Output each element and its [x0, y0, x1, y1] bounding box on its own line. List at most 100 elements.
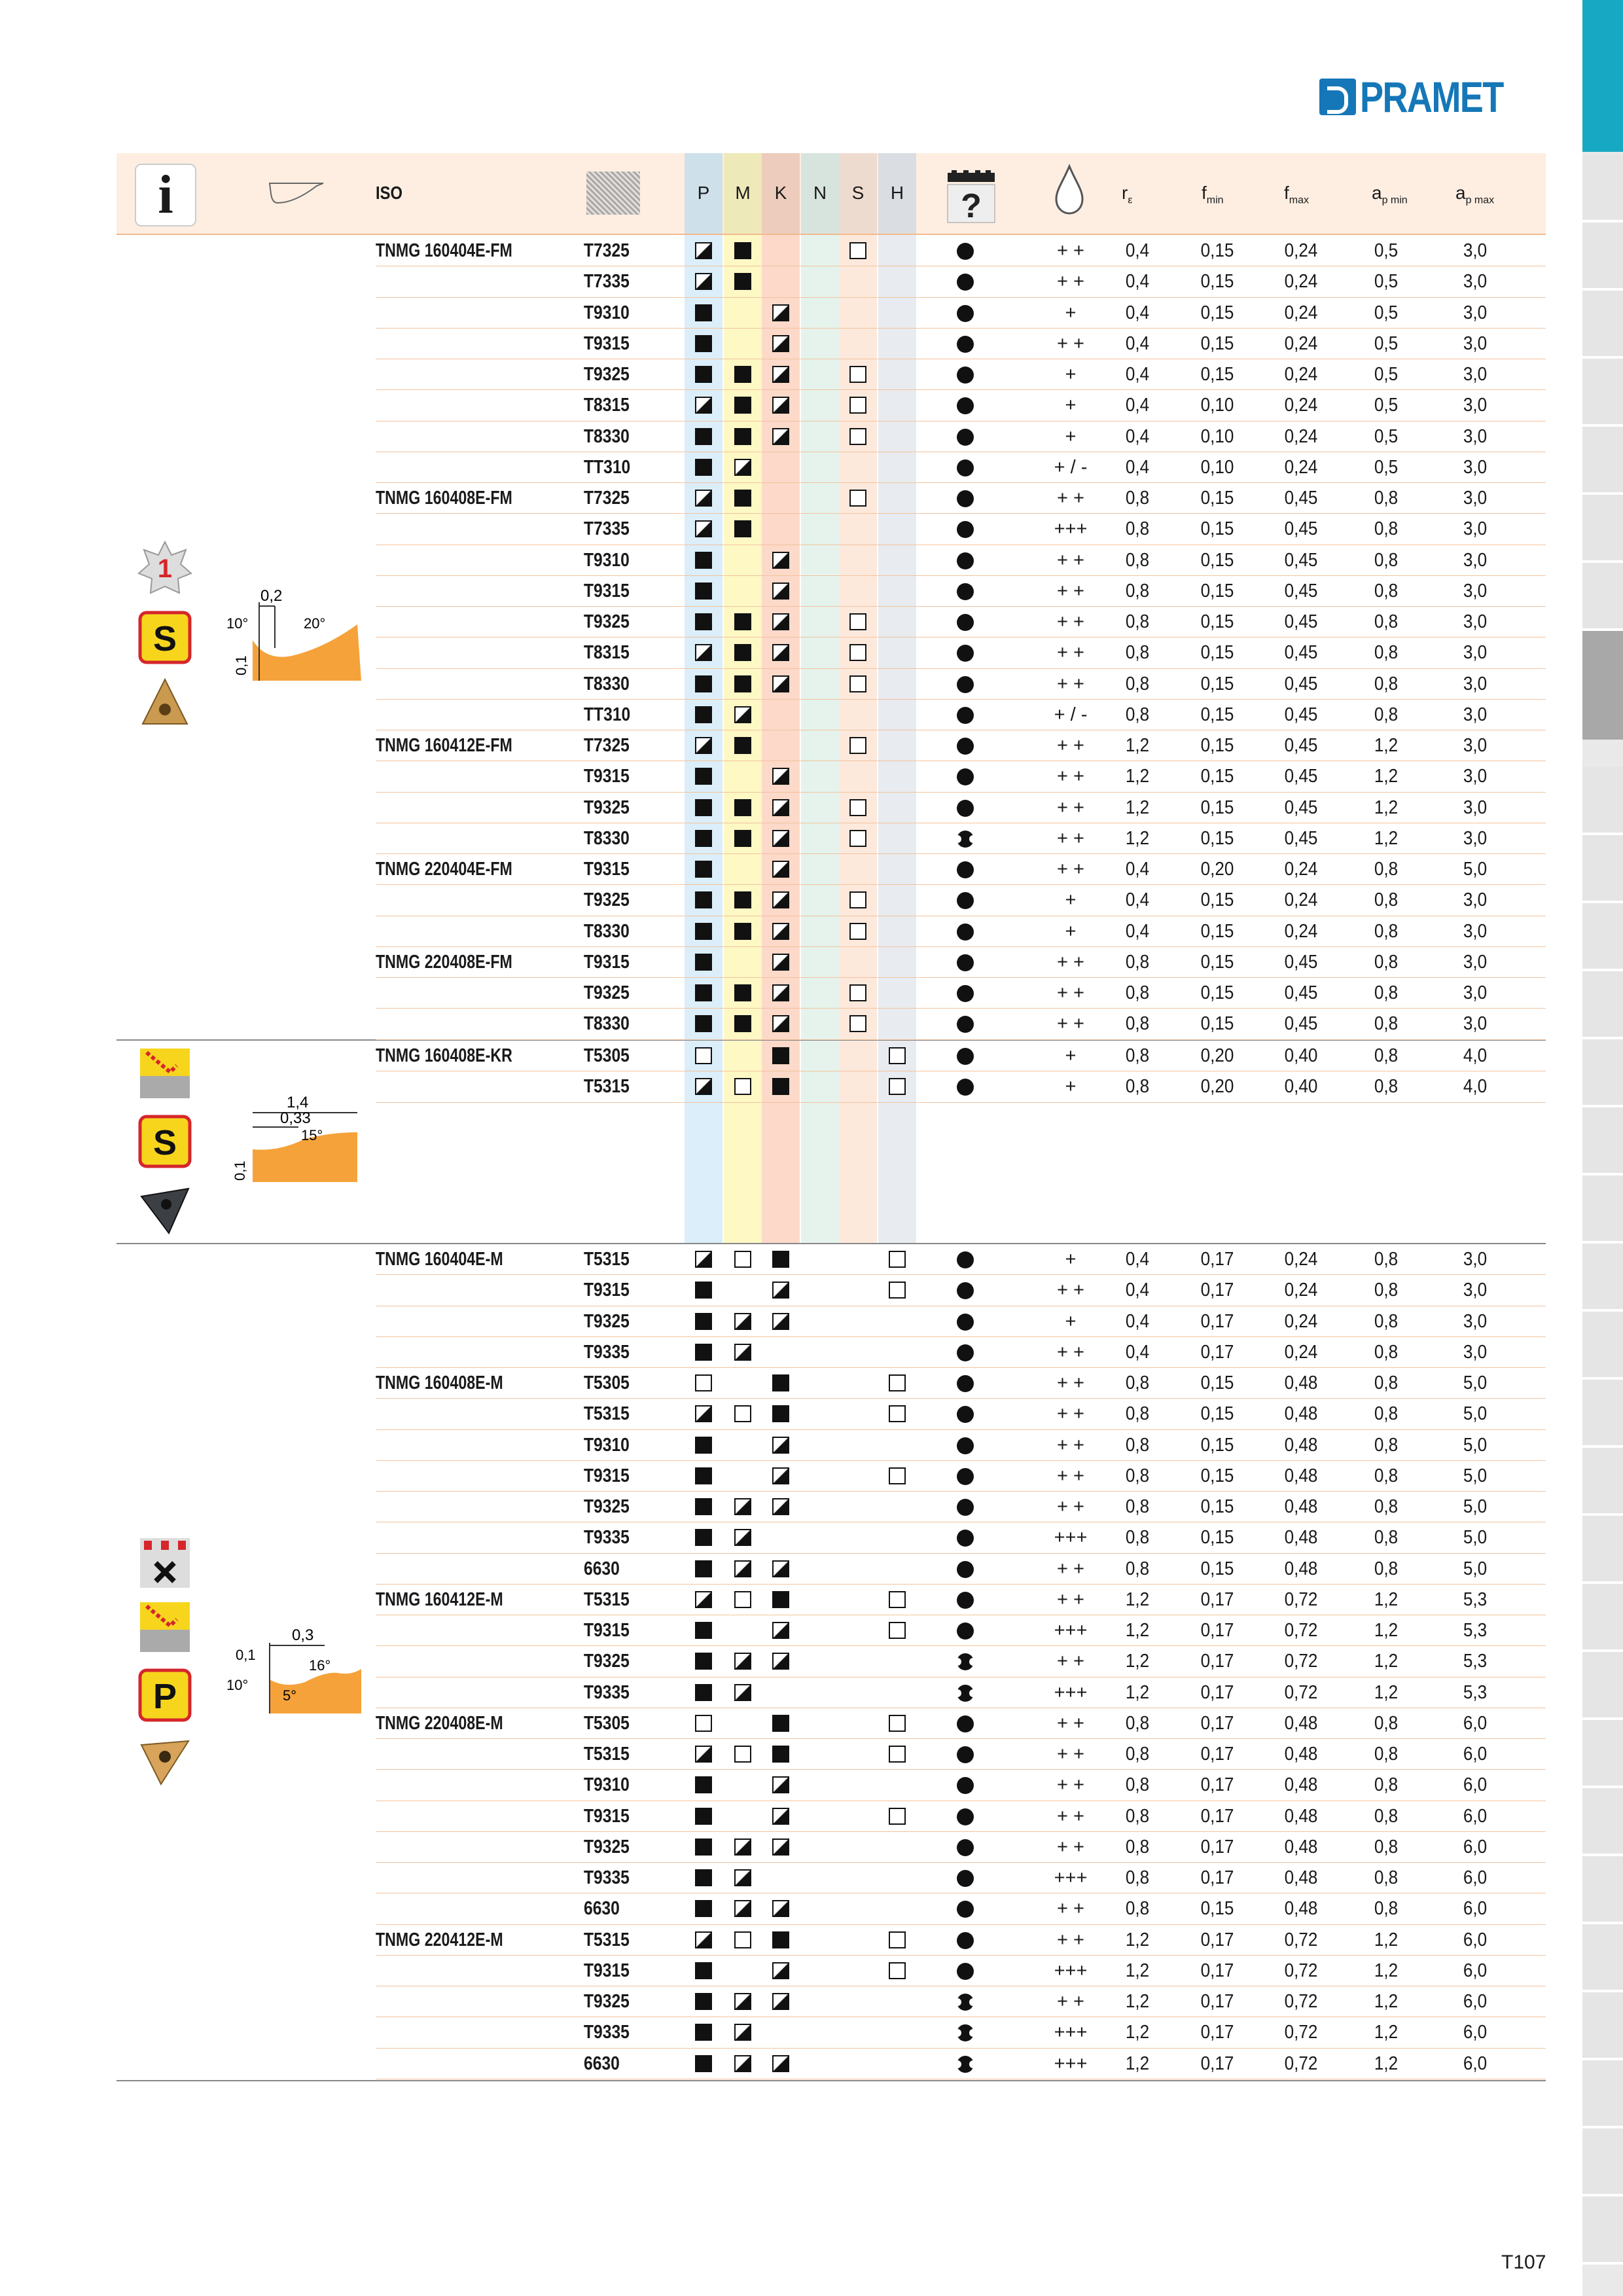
side-index-tab[interactable]: [1582, 563, 1623, 631]
suitability-k-secondary: [772, 675, 789, 692]
feed-min: 0,17: [1200, 1774, 1234, 1796]
table-row[interactable]: T9315 +++ 1,2 0,17 0,72 1,2 5,3: [0, 1615, 1571, 1646]
table-row[interactable]: 6630 + + 0,8 0,15 0,48 0,8 5,0: [0, 1554, 1571, 1585]
suitability-k-secondary: [772, 334, 789, 352]
table-row[interactable]: T9315 + + 0,4 0,15 0,24 0,5 3,0: [0, 329, 1571, 359]
table-row[interactable]: TNMG 160408E-FM T7325 + + 0,8 0,15 0,45 0,8 3,0: [0, 483, 1571, 514]
table-row[interactable]: T9325 + + 0,8 0,15 0,48 0,8 5,0: [0, 1492, 1571, 1522]
table-row[interactable]: TT310 + / - 0,4 0,10 0,24 0,5 3,0: [0, 452, 1571, 483]
table-row[interactable]: TNMG 160412E-M T5315 + + 1,2 0,17 0,72 1,2 5,3: [0, 1585, 1571, 1615]
table-row[interactable]: T8315 +0,4 0,10 0,24 0,5 3,0: [0, 390, 1571, 421]
side-index-tab[interactable]: [1582, 1788, 1623, 1856]
side-index-tab[interactable]: [1582, 1312, 1623, 1380]
side-index-tab[interactable]: [1582, 223, 1623, 291]
table-row[interactable]: T8330 +0,4 0,10 0,24 0,5 3,0: [0, 422, 1571, 452]
side-index-tab[interactable]: [1582, 1720, 1623, 1788]
table-row[interactable]: T9310 +0,4 0,15 0,24 0,5 3,0: [0, 298, 1571, 329]
table-row[interactable]: TNMG 160408E-KR T5305 +0,8 0,20 0,40 0,8 4,0: [0, 1041, 1571, 1071]
table-row[interactable]: TNMG 160404E-M T5315 +0,4 0,17 0,24 0,8 3,0: [0, 1244, 1571, 1275]
table-row[interactable]: TNMG 220408E-FM T9315 + + 0,8 0,15 0,45 0,8 3,0: [0, 947, 1571, 978]
table-row[interactable]: T9325 + + 1,2 0,15 0,45 1,2 3,0: [0, 793, 1571, 823]
row-divider: [376, 1552, 1546, 1554]
side-index-tab[interactable]: [1582, 1584, 1623, 1652]
side-index-tab[interactable]: [1582, 1175, 1623, 1244]
table-row[interactable]: TNMG 160408E-M T5305 + + 0,8 0,15 0,48 0,8 5,0: [0, 1368, 1571, 1399]
table-row[interactable]: T9335 +++ 1,2 0,17 0,72 1,2 6,0: [0, 2017, 1571, 2048]
table-row[interactable]: 6630 +++ 1,2 0,17 0,72 1,2 6,0: [0, 2049, 1571, 2079]
feed-min: 0,17: [1200, 1310, 1234, 1332]
side-index-tab[interactable]: [1582, 2197, 1623, 2265]
side-index-tab[interactable]: [1582, 835, 1623, 903]
side-index-tab[interactable]: [1582, 1244, 1623, 1312]
table-row[interactable]: T9325 +0,4 0,15 0,24 0,8 3,0: [0, 885, 1571, 916]
table-row[interactable]: T9310 + + 0,8 0,15 0,48 0,8 5,0: [0, 1430, 1571, 1461]
table-row[interactable]: T9315 + + 0,8 0,15 0,48 0,8 5,0: [0, 1461, 1571, 1492]
side-index-tab[interactable]: [1582, 427, 1623, 495]
side-index-tab[interactable]: [1582, 1652, 1623, 1720]
side-index-tab[interactable]: [1582, 1516, 1623, 1584]
coolant-rating: +++: [1054, 1867, 1088, 1888]
side-index-tab[interactable]: [1582, 154, 1623, 223]
table-row[interactable]: T5315 + + 0,8 0,17 0,48 0,8 6,0: [0, 1739, 1571, 1770]
table-row[interactable]: T7335 +++ 0,8 0,15 0,45 0,8 3,0: [0, 514, 1571, 545]
table-row[interactable]: T9325 + + 0,8 0,15 0,45 0,8 3,0: [0, 607, 1571, 637]
side-index-tab[interactable]: [1582, 495, 1623, 563]
table-row[interactable]: T9335 +++ 0,8 0,15 0,48 0,8 5,0: [0, 1522, 1571, 1553]
table-row[interactable]: TNMG 160404E-FM T7325 + + 0,4 0,15 0,24 0,5 3,0: [0, 236, 1571, 266]
table-row[interactable]: T8330 + + 0,8 0,15 0,45 0,8 3,0: [0, 669, 1571, 700]
table-row[interactable]: T8330 +0,4 0,15 0,24 0,8 3,0: [0, 916, 1571, 947]
table-row[interactable]: T8315 + + 0,8 0,15 0,45 0,8 3,0: [0, 637, 1571, 668]
table-row[interactable]: T9335 +++ 0,8 0,17 0,48 0,8 6,0: [0, 1863, 1571, 1893]
table-row[interactable]: T8330 + + 0,8 0,15 0,45 0,8 3,0: [0, 1009, 1571, 1039]
depth-min: 0,8: [1374, 518, 1399, 540]
table-row[interactable]: TNMG 160412E-FM T7325 + + 1,2 0,15 0,45 1,2 3,0: [0, 730, 1571, 761]
side-index-tab[interactable]: [1582, 1448, 1623, 1516]
feed-min: 0,17: [1200, 1836, 1234, 1857]
table-row[interactable]: T9325 + + 1,2 0,17 0,72 1,2 5,3: [0, 1646, 1571, 1677]
table-row[interactable]: TNMG 220412E-M T5315 + + 1,2 0,17 0,72 1,2 6,0: [0, 1925, 1571, 1956]
coolant-rating: +: [1065, 395, 1077, 416]
side-index-tab[interactable]: [1582, 1039, 1623, 1107]
table-row[interactable]: T9315 + + 0,4 0,17 0,24 0,8 3,0: [0, 1275, 1571, 1306]
side-index-tab[interactable]: [1582, 1380, 1623, 1448]
table-row[interactable]: T9325 + + 0,8 0,17 0,48 0,8 6,0: [0, 1832, 1571, 1863]
side-index-tab[interactable]: [1582, 2128, 1623, 2197]
side-index-tab[interactable]: [1582, 291, 1623, 359]
grade-code: T8330: [584, 1013, 630, 1035]
side-index-tab[interactable]: [1582, 359, 1623, 427]
table-row[interactable]: T9335 + + 0,4 0,17 0,24 0,8 3,0: [0, 1337, 1571, 1368]
coolant-rating: +++: [1054, 1620, 1088, 1641]
side-index-tab[interactable]: [1582, 1107, 1623, 1175]
coolant-rating: + +: [1057, 951, 1084, 973]
side-index-tab[interactable]: [1582, 971, 1623, 1039]
table-row[interactable]: TNMG 220404E-FM T9315 + + 0,4 0,20 0,24 0,8 5,0: [0, 854, 1571, 885]
table-row[interactable]: T5315 + + 0,8 0,15 0,48 0,8 5,0: [0, 1399, 1571, 1429]
corner-radius: 1,2: [1125, 1929, 1150, 1950]
table-row[interactable]: T5315 +0,8 0,20 0,40 0,8 4,0: [0, 1071, 1571, 1102]
table-row[interactable]: T9310 + + 0,8 0,17 0,48 0,8 6,0: [0, 1770, 1571, 1801]
side-index-tab[interactable]: [1582, 1924, 1623, 1992]
side-index-tab[interactable]: [1582, 1856, 1623, 1924]
table-row[interactable]: T9325 + + 0,8 0,15 0,45 0,8 3,0: [0, 978, 1571, 1009]
table-row[interactable]: T9335 +++ 1,2 0,17 0,72 1,2 5,3: [0, 1677, 1571, 1708]
suitability-p-primary: [695, 675, 712, 692]
table-row[interactable]: TT310 + / - 0,8 0,15 0,45 0,8 3,0: [0, 700, 1571, 730]
side-index-tab[interactable]: [1582, 903, 1623, 971]
table-row[interactable]: TNMG 220408E-M T5305 + + 0,8 0,17 0,48 0,8 6,0: [0, 1708, 1571, 1739]
table-row[interactable]: 6630 + + 0,8 0,15 0,48 0,8 6,0: [0, 1893, 1571, 1924]
side-index-tab[interactable]: [1582, 2060, 1623, 2128]
table-row[interactable]: T9315 +++ 1,2 0,17 0,72 1,2 6,0: [0, 1956, 1571, 1986]
table-row[interactable]: T9315 + + 0,8 0,15 0,45 0,8 3,0: [0, 576, 1571, 607]
table-row[interactable]: T9315 + + 1,2 0,15 0,45 1,2 3,0: [0, 761, 1571, 792]
table-row[interactable]: T9310 + + 0,8 0,15 0,45 0,8 3,0: [0, 545, 1571, 576]
side-index-tab[interactable]: [1582, 1992, 1623, 2060]
side-index-tab-active-section[interactable]: [1582, 0, 1623, 152]
table-row[interactable]: T9325 + + 1,2 0,17 0,72 1,2 6,0: [0, 1986, 1571, 2017]
side-index-tab[interactable]: [1582, 767, 1623, 835]
table-row[interactable]: T7335 + + 0,4 0,15 0,24 0,5 3,0: [0, 266, 1571, 297]
table-row[interactable]: T8330 + + 1,2 0,15 0,45 1,2 3,0: [0, 823, 1571, 854]
table-row[interactable]: T9315 + + 0,8 0,17 0,48 0,8 6,0: [0, 1801, 1571, 1832]
info-icon[interactable]: i: [135, 164, 196, 226]
table-row[interactable]: T9325 +0,4 0,17 0,24 0,8 3,0: [0, 1306, 1571, 1337]
table-row[interactable]: T9325 +0,4 0,15 0,24 0,5 3,0: [0, 359, 1571, 390]
